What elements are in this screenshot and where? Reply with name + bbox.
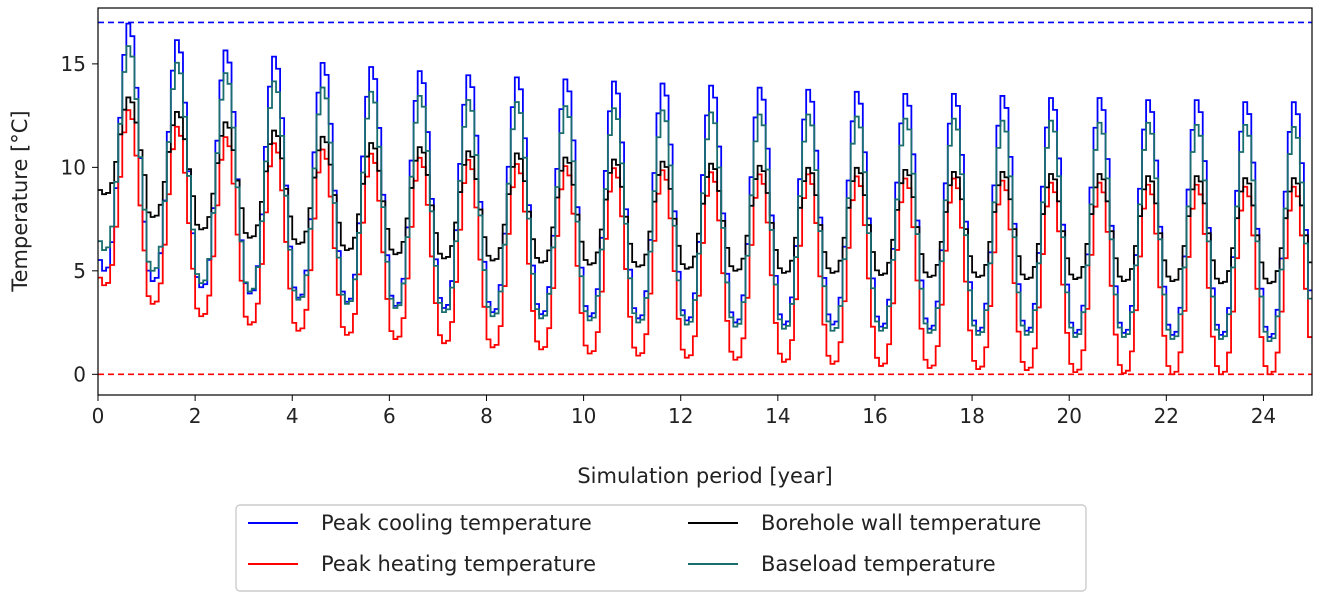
x-tick-label: 16 [862,404,887,428]
y-tick-label: 15 [61,52,86,76]
series-line-peak-heating-temperature [98,109,1312,376]
x-tick-label: 2 [189,404,202,428]
x-tick-label: 18 [959,404,984,428]
legend-label-peak-cooling-temperature: Peak cooling temperature [321,511,592,535]
legend-box [235,504,1087,592]
x-tick-label: 12 [668,404,693,428]
y-tick-label: 5 [73,259,86,283]
legend-label-baseload-temperature: Baseload temperature [761,552,996,576]
series-line-baseload-temperature [98,45,1312,342]
x-tick-label: 0 [92,404,105,428]
limit-lines [98,21,1312,376]
x-tick-label: 22 [1154,404,1179,428]
y-tick-label: 0 [73,362,86,386]
x-axis: 0 2 4 6 8 10 12 14 16 18 20 22 24 [92,395,1276,428]
series-layer [98,22,1312,376]
x-tick-label: 14 [765,404,790,428]
x-axis-label: Simulation period [year] [577,464,832,488]
legend: Peak cooling temperature Peak heating tem… [235,504,1087,592]
legend-label-borehole-wall-temperature: Borehole wall temperature [761,511,1041,535]
x-tick-label: 4 [286,404,299,428]
x-tick-label: 6 [383,404,396,428]
y-tick-label: 10 [61,155,86,179]
x-tick-label: 8 [480,404,493,428]
x-tick-label: 10 [571,404,596,428]
x-tick-label: 20 [1056,404,1081,428]
y-axis: 0 5 10 15 [61,52,98,386]
legend-label-peak-heating-temperature: Peak heating temperature [321,552,596,576]
x-tick-label: 24 [1251,404,1276,428]
y-axis-label: Temperature [°C] [8,110,32,292]
plot-frame [97,7,1313,396]
